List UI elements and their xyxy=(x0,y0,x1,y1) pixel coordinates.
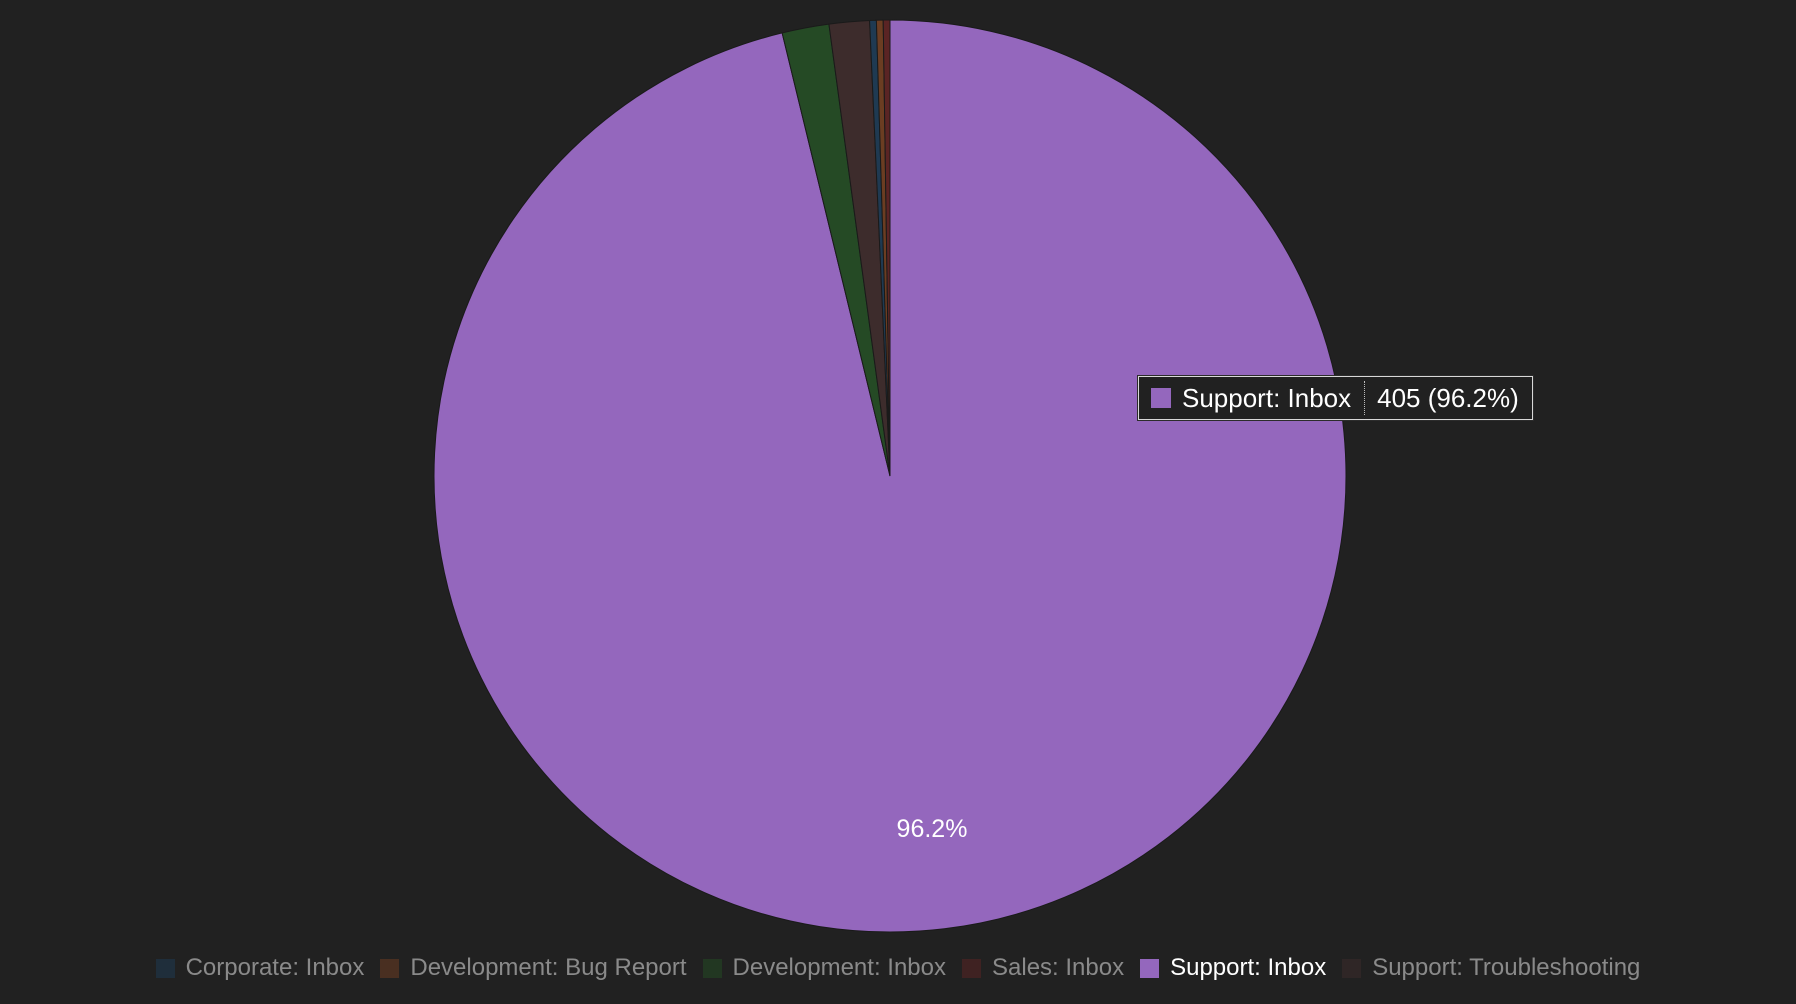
legend-label: Support: Inbox xyxy=(1170,954,1327,981)
legend-item-development-bug-report[interactable]: Development: Bug Report xyxy=(380,954,687,982)
tooltip-series-label: Support: Inbox xyxy=(1182,382,1352,413)
legend-label: Corporate: Inbox xyxy=(185,954,365,981)
tooltip-value: 405 (96.2%) xyxy=(1377,382,1519,413)
legend-label: Sales: Inbox xyxy=(992,954,1125,981)
tooltip-divider xyxy=(1364,381,1366,415)
legend-swatch xyxy=(380,958,400,978)
legend-swatch xyxy=(702,958,722,978)
legend-swatch xyxy=(1342,958,1362,978)
legend-label: Support: Troubleshooting xyxy=(1372,954,1641,981)
legend-swatch xyxy=(962,958,981,978)
legend-label: Development: Inbox xyxy=(732,954,946,981)
legend-swatch xyxy=(1140,958,1160,978)
pie-chart: 96.2% xyxy=(433,19,1347,933)
pie-slice-sales-inbox[interactable] xyxy=(882,19,891,477)
chart-legend: Corporate: Inbox Development: Bug Report D… xyxy=(0,954,1796,982)
tooltip-color-swatch xyxy=(1151,388,1171,408)
legend-item-sales-inbox[interactable]: Sales: Inbox xyxy=(962,954,1124,982)
legend-item-support-inbox[interactable]: Support: Inbox xyxy=(1140,954,1326,982)
pie-tooltip: Support: Inbox 405 (96.2%) xyxy=(1138,376,1533,420)
legend-item-development-inbox[interactable]: Development: Inbox xyxy=(702,954,946,982)
legend-item-corporate-inbox[interactable]: Corporate: Inbox xyxy=(155,954,365,982)
slice-percent-label: 96.2% xyxy=(897,815,968,843)
legend-label: Development: Bug Report xyxy=(410,954,687,981)
legend-item-support-troubleshooting[interactable]: Support: Troubleshooting xyxy=(1342,954,1640,982)
legend-swatch xyxy=(155,958,175,978)
